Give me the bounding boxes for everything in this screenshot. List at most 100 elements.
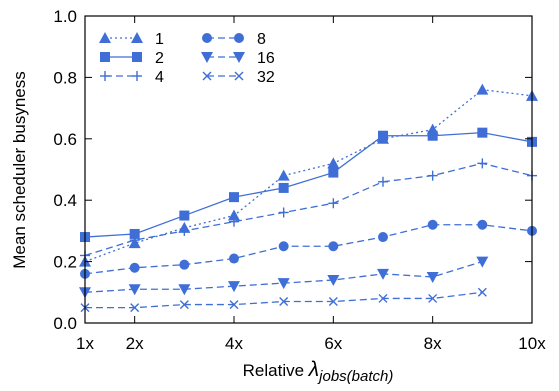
legend-marker-start-16 (201, 52, 213, 63)
data-point-16-7 (426, 271, 439, 283)
data-point-32-1 (130, 303, 140, 313)
series-16 (79, 256, 489, 299)
axes: 0.0 0.2 0.4 0.6 0.8 1.0 1x 2x 4x 6x 8x 10x (53, 7, 546, 353)
data-point-16-8 (476, 256, 489, 268)
series-line-1 (84, 89, 533, 263)
legend-marker-end-32 (234, 71, 244, 81)
data-point-2-7 (427, 130, 438, 141)
legend-marker-end-4 (132, 71, 142, 81)
y-axis-label: Mean scheduler busyness (10, 71, 29, 269)
data-point-1-3 (228, 209, 240, 221)
data-point-2-8 (477, 127, 488, 138)
legend-label-8: 8 (257, 31, 266, 48)
data-point-8-2 (179, 259, 190, 270)
data-point-16-3 (228, 281, 240, 293)
legend-label-16: 16 (257, 50, 275, 67)
x-tick-label-1: 2x (126, 334, 144, 353)
data-point-8-6 (378, 232, 388, 243)
data-point-2-6 (378, 130, 388, 141)
x-tick-label-5: 10x (518, 334, 546, 353)
y-tick-label-3: 0.6 (53, 130, 77, 149)
data-point-4-7 (427, 170, 438, 181)
x-axis-label-subscript: jobs(batch) (317, 368, 393, 385)
x-axis-label: Relative λjobs(batch) (243, 358, 394, 385)
series-line-2 (84, 132, 533, 238)
data-point-16-4 (277, 278, 290, 290)
data-point-16-2 (178, 284, 191, 296)
series-8 (80, 219, 537, 279)
data-point-2-4 (278, 182, 289, 193)
legend-item-2: 2 (100, 50, 164, 67)
data-point-32-8 (477, 287, 487, 297)
data-point-4-6 (378, 176, 388, 187)
legend-marker-end-1 (131, 32, 143, 43)
data-point-8-3 (229, 253, 239, 264)
data-point-8-7 (427, 219, 438, 230)
data-point-4-4 (278, 207, 289, 218)
legend-marker-start-8 (202, 33, 212, 43)
legend-item-16: 16 (201, 50, 275, 67)
plot-frame (84, 15, 533, 324)
data-point-2-2 (179, 210, 190, 221)
x-tick-label-2: 4x (225, 334, 243, 353)
x-axis-label-prefix: Relative (243, 361, 309, 380)
data-point-8-5 (328, 241, 339, 252)
data-point-4-1 (129, 235, 140, 246)
data-point-32-3 (229, 300, 239, 310)
series-1 (79, 83, 538, 267)
legend-item-8: 8 (202, 31, 266, 48)
data-point-8-4 (278, 241, 289, 252)
data-point-4-3 (229, 216, 239, 227)
legend-marker-start-2 (100, 52, 110, 62)
data-point-1-8 (476, 83, 489, 95)
series-32 (80, 287, 487, 313)
x-tick-label-0: 1x (76, 334, 94, 353)
legend-label-32: 32 (257, 69, 275, 86)
data-point-2-5 (328, 167, 339, 178)
data-point-2-1 (129, 228, 140, 239)
data-point-32-2 (179, 300, 189, 310)
y-tick-label-2: 0.4 (53, 191, 77, 210)
data-point-8-8 (477, 219, 488, 230)
series-layer (79, 83, 538, 313)
data-point-4-5 (328, 198, 339, 209)
y-tick-label-0: 0.0 (53, 314, 77, 333)
data-point-16-6 (377, 268, 389, 280)
legend-label-2: 2 (155, 50, 164, 67)
data-point-2-3 (229, 192, 239, 203)
legend-marker-start-1 (99, 32, 111, 43)
x-tick-label-3: 6x (324, 334, 342, 353)
legend-item-32: 32 (202, 69, 275, 86)
data-point-4-8 (477, 158, 488, 169)
data-point-16-5 (327, 275, 340, 287)
series-line-32 (85, 291, 483, 309)
data-point-1-4 (277, 169, 290, 181)
series-4 (80, 158, 537, 261)
data-point-16-1 (128, 284, 141, 296)
y-tick-label-1: 0.2 (53, 253, 77, 272)
legend-marker-end-16 (233, 52, 245, 63)
x-axis-label-symbol: λ (308, 358, 319, 381)
legend: 1 2 4 8 16 32 (99, 31, 275, 86)
legend-marker-start-4 (100, 71, 110, 81)
legend-item-4: 4 (100, 69, 164, 86)
legend-label-4: 4 (155, 69, 164, 86)
y-tick-label-5: 1.0 (53, 7, 77, 26)
series-line-4 (84, 162, 533, 257)
data-point-32-4 (279, 297, 289, 307)
data-point-32-6 (378, 293, 388, 303)
legend-marker-end-2 (132, 52, 142, 62)
legend-marker-end-8 (234, 33, 244, 43)
data-point-32-5 (328, 297, 338, 307)
y-tick-label-4: 0.8 (53, 68, 77, 87)
data-point-32-7 (428, 293, 438, 303)
legend-item-1: 1 (99, 31, 164, 48)
data-point-4-2 (179, 225, 190, 236)
series-line-8 (84, 224, 533, 275)
data-point-1-5 (327, 157, 340, 169)
legend-label-1: 1 (155, 31, 164, 48)
legend-marker-start-32 (202, 71, 212, 81)
x-tick-label-4: 8x (424, 334, 442, 353)
data-point-8-1 (129, 262, 140, 273)
